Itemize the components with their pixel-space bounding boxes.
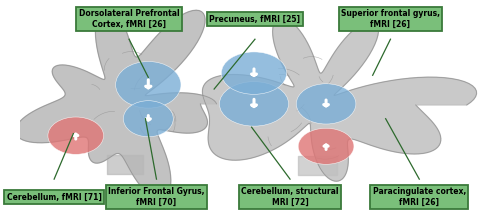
Text: Precuneus, fMRI [25]: Precuneus, fMRI [25] xyxy=(210,15,300,24)
Text: Paracingulate cortex,
fMRI [26]: Paracingulate cortex, fMRI [26] xyxy=(372,187,466,207)
Ellipse shape xyxy=(222,52,286,94)
Ellipse shape xyxy=(116,61,181,108)
Text: Cerebellum, fMRI [71]: Cerebellum, fMRI [71] xyxy=(6,193,102,202)
Ellipse shape xyxy=(296,84,356,124)
Polygon shape xyxy=(16,8,216,198)
Text: Superior frontal gyrus,
fMRI [26]: Superior frontal gyrus, fMRI [26] xyxy=(341,9,440,29)
Ellipse shape xyxy=(48,117,104,154)
Polygon shape xyxy=(202,18,476,181)
Text: Inferior Frontal Gyrus,
fMRI [70]: Inferior Frontal Gyrus, fMRI [70] xyxy=(108,187,204,207)
Ellipse shape xyxy=(124,101,174,137)
Ellipse shape xyxy=(220,82,288,126)
Ellipse shape xyxy=(298,128,354,164)
Text: Cerebellum, structural
MRI [72]: Cerebellum, structural MRI [72] xyxy=(242,187,339,207)
Text: Dorsolateral Prefrontal
Cortex, fMRI [26]: Dorsolateral Prefrontal Cortex, fMRI [26… xyxy=(79,9,180,29)
